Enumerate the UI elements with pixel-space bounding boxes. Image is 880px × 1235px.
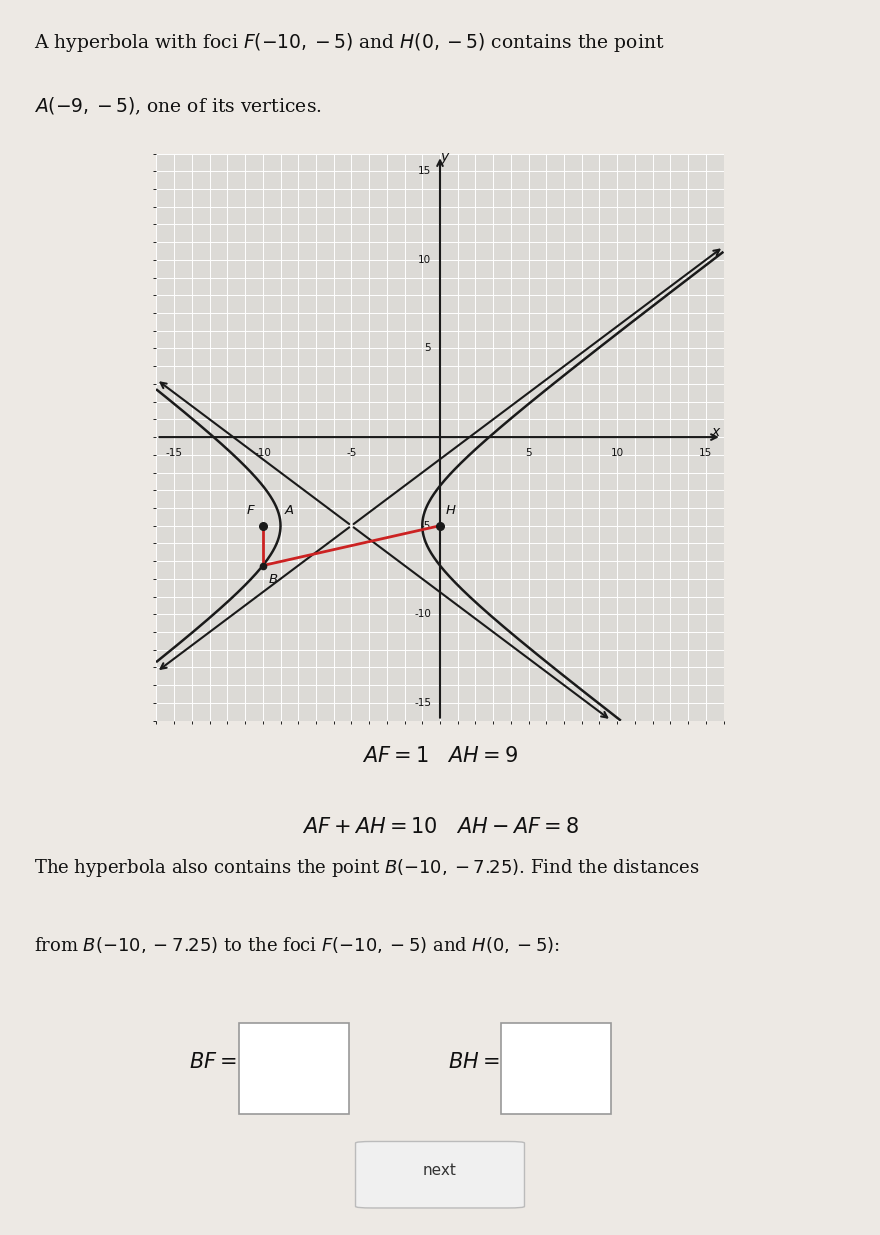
Text: 5: 5: [525, 448, 532, 458]
Text: 10: 10: [611, 448, 624, 458]
Text: $H$: $H$: [445, 504, 457, 516]
Text: $B$: $B$: [268, 573, 278, 585]
Text: 5: 5: [424, 343, 431, 353]
Text: $y$: $y$: [440, 151, 451, 165]
Text: -15: -15: [165, 448, 183, 458]
FancyBboxPatch shape: [356, 1141, 524, 1208]
Text: -10: -10: [414, 609, 431, 619]
Text: -15: -15: [414, 698, 431, 708]
Text: -10: -10: [254, 448, 271, 458]
FancyBboxPatch shape: [501, 1024, 611, 1114]
Text: $AF = 1\quad AH = 9$: $AF = 1\quad AH = 9$: [362, 746, 518, 767]
Text: 15: 15: [700, 448, 713, 458]
Text: $BF =$: $BF =$: [189, 1052, 238, 1072]
Text: The hyperbola also contains the point $B(-10, -7.25)$. Find the distances: The hyperbola also contains the point $B…: [34, 857, 700, 879]
Text: next: next: [423, 1162, 457, 1178]
Text: $F$: $F$: [246, 504, 256, 516]
Text: 10: 10: [418, 254, 431, 264]
Text: $A$: $A$: [284, 504, 295, 516]
Text: $BH =$: $BH =$: [448, 1052, 499, 1072]
Text: 15: 15: [418, 167, 431, 177]
Text: -5: -5: [421, 521, 431, 531]
FancyBboxPatch shape: [239, 1024, 348, 1114]
Text: from $B(-10, -7.25)$ to the foci $F(-10, -5)$ and $H(0, -5)$:: from $B(-10, -7.25)$ to the foci $F(-10,…: [34, 935, 561, 955]
Text: A hyperbola with foci $F(-10, -5)$ and $H(0, -5)$ contains the point: A hyperbola with foci $F(-10, -5)$ and $…: [34, 31, 665, 54]
Text: $A(-9, -5)$, one of its vertices.: $A(-9, -5)$, one of its vertices.: [34, 95, 322, 117]
Text: -5: -5: [346, 448, 356, 458]
Text: $x$: $x$: [711, 425, 722, 438]
Text: $AF + AH = 10\quad AH - AF = 8$: $AF + AH = 10\quad AH - AF = 8$: [302, 818, 578, 837]
